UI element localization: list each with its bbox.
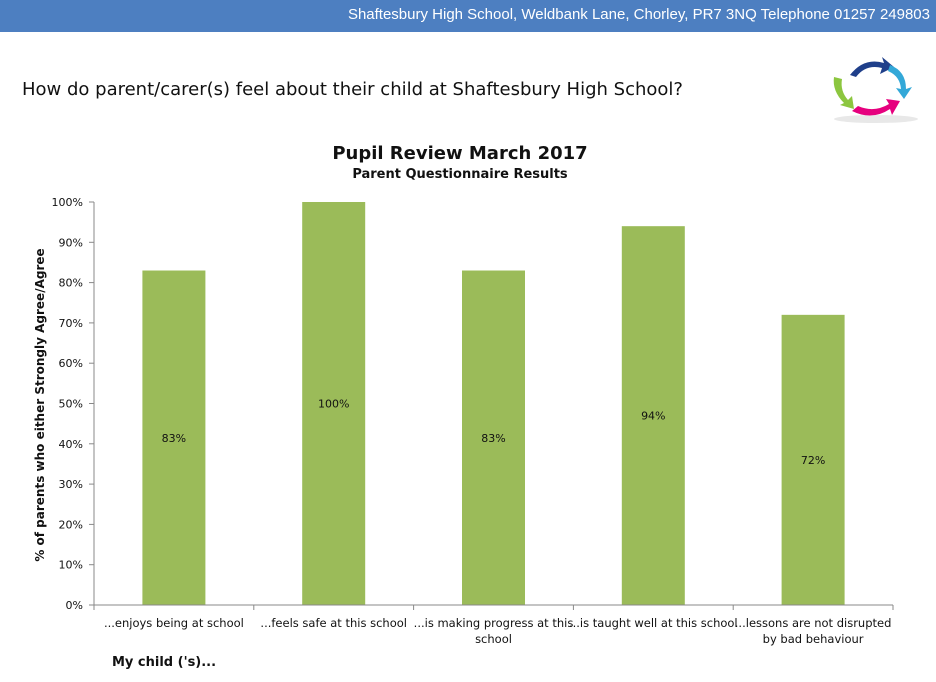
bar [462, 270, 525, 605]
y-tick-label: 30% [59, 478, 83, 491]
y-tick-label: 100% [52, 196, 83, 209]
data-label: 100% [318, 398, 349, 411]
data-label: 72% [801, 454, 825, 467]
bar [781, 314, 845, 605]
x-tick-label: ...feels safe at this school [260, 616, 407, 630]
x-tick-label-line: ...is taught well at this school [569, 616, 738, 630]
y-axis-ticks: 0% 10% 20% 30% 40% 50% 60% 70% 80% 90% 100% [52, 196, 94, 612]
school-contact-text: Shaftesbury High School, Weldbank Lane, … [347, 6, 930, 23]
page-question: How do parent/carer(s) feel about their … [22, 79, 683, 100]
y-tick-label: 50% [59, 398, 83, 411]
data-label: 83% [481, 432, 505, 445]
x-axis-title: My child ('s)... [112, 655, 217, 670]
y-tick-label: 0% [66, 599, 83, 612]
x-tick-label: ...lessons are not disrupted by bad behav… [735, 616, 892, 646]
bars: 83% 100% 83% 94% 72% [142, 202, 845, 605]
data-label: 83% [162, 432, 186, 445]
bar-chart: 0% 10% 20% 30% 40% 50% 60% 70% 80% 90% 100% 83% 100… [52, 196, 894, 646]
x-tick-label: ...is taught well at this school [569, 616, 738, 630]
header-bar: Shaftesbury High School, Weldbank Lane, … [0, 0, 936, 32]
x-axis-labels: ...enjoys being at school ...feels safe a… [93, 605, 894, 646]
x-tick-label-line: ...feels safe at this school [260, 616, 407, 630]
x-tick-label: ...enjoys being at school [104, 616, 244, 630]
y-tick-label: 80% [59, 277, 83, 290]
bar [142, 270, 206, 605]
y-tick-label: 10% [59, 559, 83, 572]
x-tick-label-line: school [475, 632, 512, 646]
x-tick-label-line: by bad behaviour [763, 632, 864, 646]
x-tick-label-line: ...lessons are not disrupted [735, 616, 892, 630]
y-tick-label: 40% [59, 438, 83, 451]
x-tick-label: ...is making progress at this school [414, 616, 574, 646]
y-tick-label: 70% [59, 317, 83, 330]
bar [302, 202, 366, 605]
chart-subtitle: Parent Questionnaire Results [352, 167, 568, 182]
x-tick-label-line: ...is making progress at this [414, 616, 574, 630]
y-tick-label: 90% [59, 236, 83, 249]
circular-arrows-logo-icon [833, 57, 918, 123]
y-tick-label: 20% [59, 518, 83, 531]
chart-title: Pupil Review March 2017 [332, 143, 588, 164]
bar [621, 226, 685, 605]
data-label: 94% [641, 410, 665, 423]
y-tick-label: 60% [59, 357, 83, 370]
x-tick-label-line: ...enjoys being at school [104, 616, 244, 630]
